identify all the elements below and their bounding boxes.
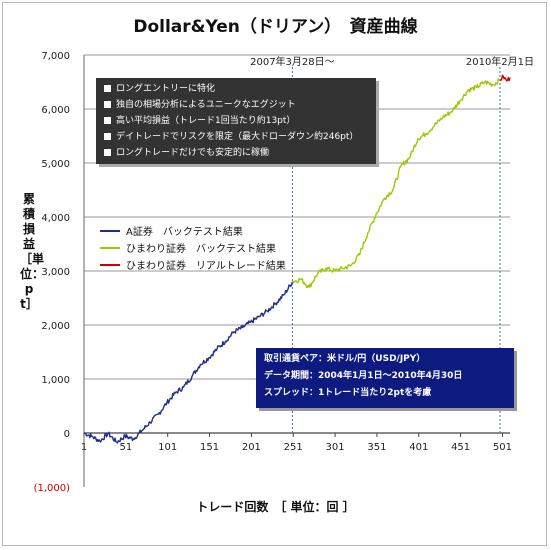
y-tick-label: 6,000: [41, 105, 70, 116]
x-tick-label: 501: [493, 442, 512, 453]
info-pair: 取引通貨ペア：米ドル/円（USD/JPY）: [264, 354, 426, 364]
x-tick-label: 301: [326, 442, 345, 453]
y-tick-label: 2,000: [41, 321, 70, 332]
features-box: ロングエントリーに特化 独自の相場分析によるユニークなエグジット 高い平均損益（…: [96, 78, 376, 164]
y-tick-label: 7,000: [41, 51, 70, 62]
bullet-square-icon: [104, 149, 111, 156]
bullet-square-icon: [104, 133, 111, 140]
series-line: [292, 78, 501, 289]
x-tick-label: 51: [119, 442, 132, 453]
feature-item: ロングトレードだけでも安定的に稼働: [104, 145, 376, 161]
series-line: [83, 281, 294, 444]
feature-item: ロングエントリーに特化: [104, 81, 376, 97]
legend-swatch: [100, 229, 120, 232]
date-marker-label: 2010年2月1日: [466, 55, 534, 68]
x-tick-label: 151: [200, 442, 219, 453]
bullet-square-icon: [104, 85, 111, 92]
bullet-square-icon: [104, 101, 111, 108]
chart-legend: A証券 バックテスト結果 ひまわり証券 バックテスト結果 ひまわり証券 リアルト…: [100, 222, 286, 273]
legend-item: ひまわり証券 リアルトレード結果: [100, 256, 286, 273]
legend-swatch: [100, 263, 120, 266]
info-period: データ期間：2004年1月1日～2010年4月30日: [264, 371, 463, 381]
bullet-square-icon: [104, 117, 111, 124]
x-axis-label: トレード回数 ［ 単位：回 ］: [196, 500, 355, 514]
y-tick-label: (1,000): [34, 483, 71, 494]
x-tick-label: 251: [284, 442, 303, 453]
y-tick-label: 4,000: [41, 213, 70, 224]
x-tick-label: 451: [451, 442, 470, 453]
legend-swatch: [100, 246, 120, 249]
y-tick-label: 1,000: [41, 375, 70, 386]
y-tick-label: 3,000: [41, 267, 70, 278]
x-tick-label: 201: [242, 442, 261, 453]
series-line: [499, 74, 511, 82]
legend-item: ひまわり証券 バックテスト結果: [100, 239, 286, 256]
feature-item: 独自の相場分析によるユニークなエグジット: [104, 97, 376, 113]
y-tick-label: 0: [64, 429, 70, 440]
feature-item: 高い平均損益（トレード1回当たり約13pt）: [104, 113, 376, 129]
x-tick-label: 351: [367, 442, 386, 453]
x-tick-label: 101: [158, 442, 177, 453]
legend-item: A証券 バックテスト結果: [100, 222, 286, 239]
x-tick-label: 401: [409, 442, 428, 453]
info-box: 取引通貨ペア：米ドル/円（USD/JPY） データ期間：2004年1月1日～20…: [256, 348, 514, 408]
y-tick-label: 5,000: [41, 159, 70, 170]
y-axis-label: 累積損益［単位：pt］: [20, 192, 45, 311]
date-marker-label: 2007年3月28日～: [250, 55, 335, 68]
x-tick-label: 1: [81, 442, 87, 453]
chart-title: Dollar&Yen（ドリアン） 資産曲線: [133, 17, 418, 37]
feature-item: デイトレードでリスクを限定（最大ドローダウン約246pt）: [104, 129, 376, 145]
info-spread: スプレッド：1トレード当たり2ptを考慮: [264, 388, 432, 398]
